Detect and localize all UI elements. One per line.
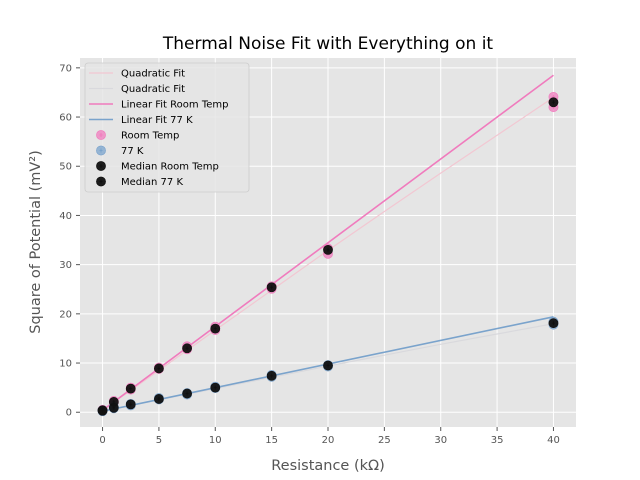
point-marker — [210, 323, 221, 334]
legend-item: Quadratic Fit — [89, 84, 185, 95]
point-marker — [182, 388, 192, 399]
point-marker — [548, 318, 559, 329]
x-axis-title: Resistance (kΩ) — [271, 458, 385, 474]
legend-item: Median 77 K — [96, 176, 183, 188]
y-tick-label: 30 — [59, 260, 72, 271]
chart-title: Thermal Noise Fit with Everything on it — [162, 34, 494, 54]
median-point — [548, 97, 559, 108]
x-tick-label: 40 — [547, 435, 560, 446]
x-tick-label: 5 — [156, 435, 162, 446]
legend-marker-swatch — [96, 176, 106, 187]
x-tick-label: 20 — [322, 435, 335, 446]
median-point — [210, 323, 221, 334]
point-marker — [323, 360, 333, 371]
point-marker — [548, 97, 559, 108]
legend-label: Linear Fit Room Temp — [121, 100, 228, 111]
point-marker — [96, 145, 106, 156]
fit-line — [102, 74, 554, 411]
y-tick-label: 10 — [59, 359, 72, 370]
legend-item: Linear Fit 77 K — [89, 115, 193, 126]
point-marker — [266, 370, 277, 381]
point-marker — [125, 399, 136, 410]
legend-item: Quadratic Fit — [89, 69, 185, 80]
y-tick-label: 60 — [59, 113, 72, 124]
median-point — [125, 383, 136, 394]
point-marker — [97, 405, 108, 416]
median-point — [323, 244, 333, 255]
legend: Quadratic Fit Quadratic Fit Linear Fit Roo… — [84, 62, 250, 193]
point-marker — [96, 176, 106, 187]
legend-label: Median 77 K — [121, 177, 183, 188]
x-tick-label: 10 — [209, 435, 222, 446]
point-marker — [323, 244, 333, 255]
point-marker — [125, 383, 136, 394]
y-tick-label: 20 — [59, 309, 72, 320]
median-point — [97, 405, 108, 416]
median-point — [154, 394, 164, 404]
y-tick-label: 0 — [66, 408, 72, 419]
median-point — [182, 388, 192, 399]
point-marker — [108, 402, 119, 413]
legend-item: Linear Fit Room Temp — [89, 100, 228, 111]
legend-item: 77 K — [96, 145, 144, 157]
legend-marker-swatch — [96, 161, 106, 171]
legend-item: Room Temp — [96, 130, 179, 142]
x-tick-label: 30 — [434, 435, 447, 446]
median-point — [548, 318, 559, 329]
y-tick-label: 70 — [59, 63, 72, 74]
median-point — [323, 360, 333, 371]
x-tick-label: 0 — [99, 435, 105, 446]
median-point — [108, 402, 119, 413]
y-axis-title: Square of Potential (mV²) — [28, 150, 44, 334]
axis-ticks: 0 5 10 15 20 25 30 35 40 0 10 20 30 40 50 60 70 — [59, 63, 560, 446]
median-point — [125, 399, 136, 410]
legend-label: Median Room Temp — [121, 162, 219, 173]
x-tick-label: 25 — [378, 435, 391, 446]
median-point — [210, 382, 221, 393]
series-layer — [97, 74, 559, 417]
y-tick-label: 40 — [59, 211, 72, 222]
point-marker — [154, 394, 164, 404]
median-point — [154, 363, 164, 374]
legend-label: Room Temp — [121, 131, 179, 142]
median-point — [182, 343, 192, 354]
median-point — [266, 282, 277, 293]
legend-label: Quadratic Fit — [121, 69, 185, 80]
legend-item: Median Room Temp — [96, 161, 219, 173]
legend-marker-swatch — [96, 145, 106, 156]
x-tick-label: 15 — [265, 435, 278, 446]
legend-box — [84, 62, 250, 193]
y-tick-label: 50 — [59, 162, 72, 173]
x-tick-label: 35 — [491, 435, 504, 446]
point-marker — [266, 282, 277, 293]
legend-marker-swatch — [96, 130, 106, 140]
median-point — [266, 370, 277, 381]
legend-label: Linear Fit 77 K — [121, 115, 193, 126]
series-2 — [102, 74, 554, 411]
point-marker — [182, 343, 192, 354]
legend-label: Quadratic Fit — [121, 84, 185, 95]
point-marker — [96, 130, 106, 140]
point-marker — [96, 161, 106, 171]
series-7 — [97, 318, 559, 416]
point-marker — [154, 363, 164, 374]
legend-label: 77 K — [121, 146, 144, 157]
point-marker — [210, 382, 221, 393]
